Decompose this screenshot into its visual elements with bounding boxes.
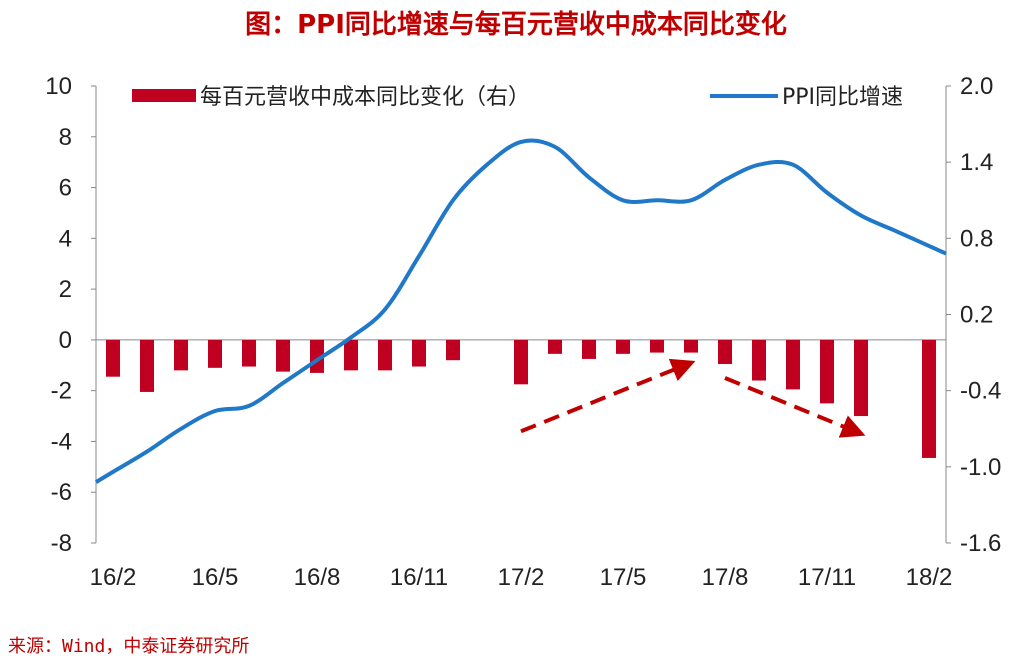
bar (276, 339, 290, 372)
chart-title: 图：PPI同比增速与每百元营收中成本同比变化 (245, 9, 787, 40)
bar (684, 339, 698, 353)
bar (106, 339, 120, 377)
legend: 每百元营收中成本同比变化（右） PPI同比增速 (132, 85, 903, 110)
source-note: 来源：Wind，中泰证券研究所 (8, 636, 249, 657)
y-left-tick-label: 0 (59, 327, 72, 354)
x-tick-label: 17/5 (600, 564, 647, 591)
bar (378, 339, 392, 371)
y-right-tick-label: 0.2 (960, 302, 993, 329)
bar (174, 339, 188, 371)
y-left-tick-label: 4 (59, 225, 72, 252)
bar (922, 339, 936, 458)
annotations (520, 358, 866, 438)
bar (208, 339, 222, 368)
x-tick-label: 16/2 (90, 564, 137, 591)
bar (820, 339, 834, 404)
y-left-tick-label: -8 (51, 530, 72, 557)
bar (446, 339, 460, 361)
y-left-tick-label: -2 (51, 378, 72, 405)
bar (514, 339, 528, 385)
y-right-tick-label: 0.8 (960, 225, 993, 252)
y-left-tick-label: -4 (51, 428, 72, 455)
bar-series (106, 339, 936, 458)
y-right-tick-label: 1.4 (960, 149, 993, 176)
y-right-tick-label: -1.0 (960, 454, 1001, 481)
y-left-tick-label: 2 (59, 276, 72, 303)
y-left-tick-label: 6 (59, 175, 72, 202)
legend-line-label: PPI同比增速 (782, 85, 903, 110)
bar (412, 339, 426, 367)
ppi-line (94, 138, 947, 484)
x-tick-label: 18/2 (906, 564, 953, 591)
y-left-tick-label: 10 (45, 73, 72, 100)
axes: 10 8 6 4 2 0 -2 -4 -6 -8 2.0 1.4 0.8 0.2 -0.4 -1.0 -1.6 1… (45, 73, 1001, 591)
y-right-tick-label: -0.4 (960, 378, 1001, 405)
x-tick-label: 16/11 (390, 564, 448, 591)
bar (140, 339, 154, 392)
x-tick-label: 16/8 (294, 564, 341, 591)
x-tick-label: 17/2 (498, 564, 545, 591)
bar (718, 339, 732, 365)
bar (242, 339, 256, 367)
bar (650, 339, 664, 353)
legend-bar-swatch (132, 89, 196, 102)
y-right-tick-label: 2.0 (960, 73, 993, 100)
line-series (94, 138, 947, 484)
y-left-tick-label: 8 (59, 124, 72, 151)
bar (786, 339, 800, 390)
bar (548, 339, 562, 354)
y-left-tick-label: -6 (51, 479, 72, 506)
bar (854, 339, 868, 417)
bar (616, 339, 630, 354)
bar (582, 339, 596, 359)
bar (752, 339, 766, 381)
x-tick-label: 17/8 (702, 564, 749, 591)
y-right-tick-label: -1.6 (960, 530, 1001, 557)
bar (344, 339, 358, 371)
x-tick-label: 17/11 (798, 564, 856, 591)
legend-bar-label: 每百元营收中成本同比变化（右） (200, 85, 530, 110)
trend-arrow (520, 358, 696, 434)
x-tick-label: 16/5 (192, 564, 239, 591)
